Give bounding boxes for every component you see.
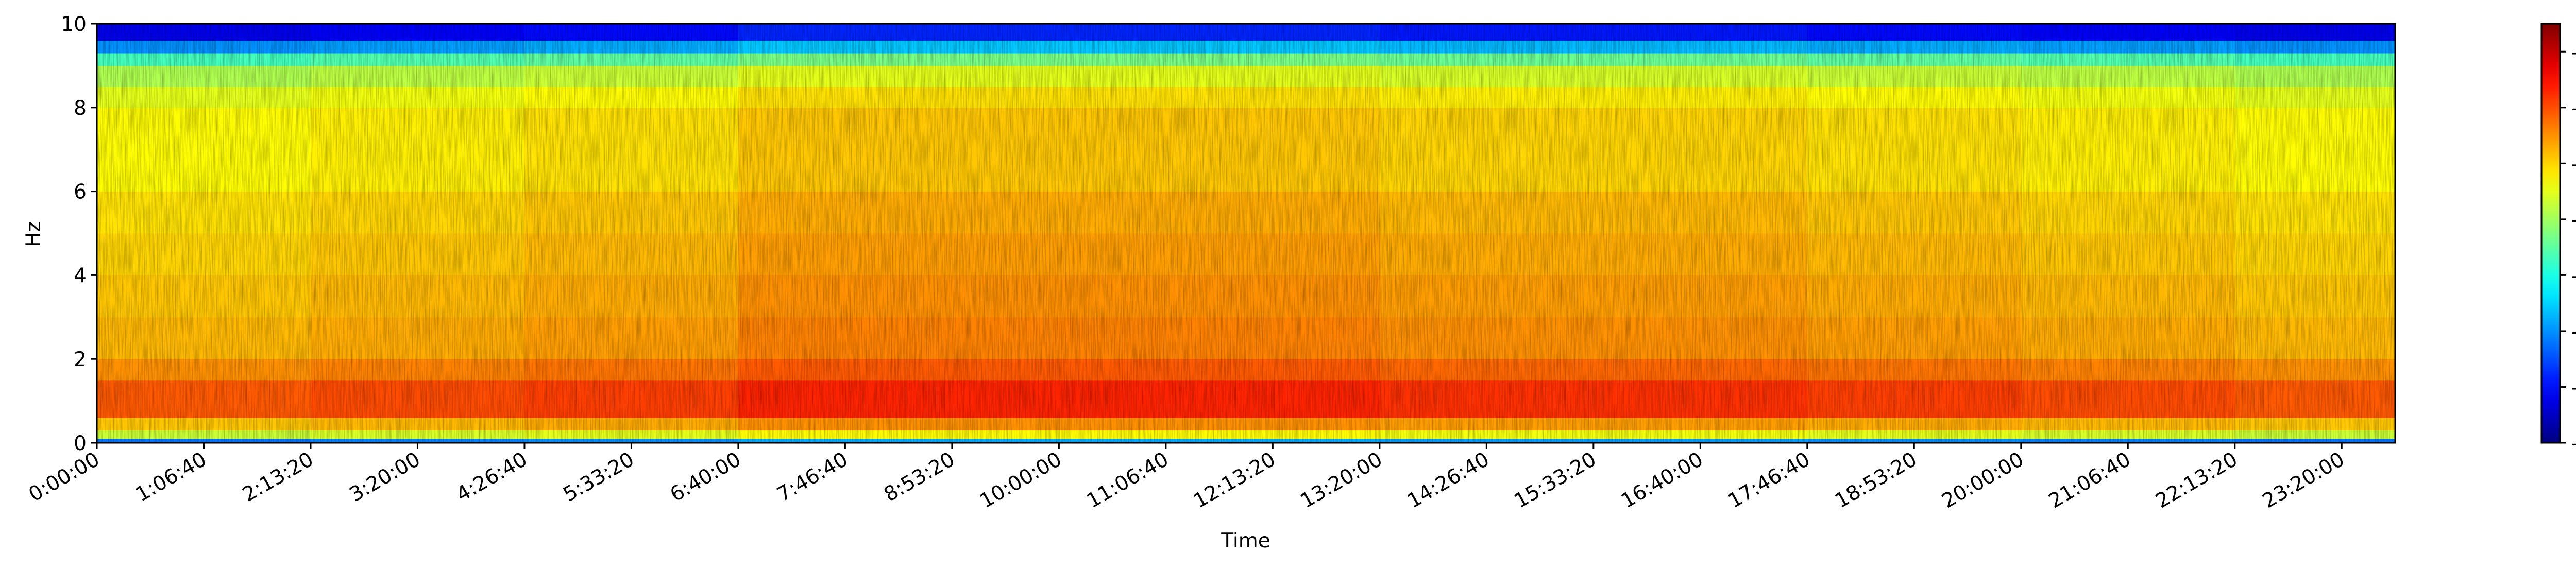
- x-tick-label: 15:33:20: [1511, 448, 1600, 513]
- x-tick-label: 3:20:00: [346, 448, 425, 507]
- y-tick-label: 0: [74, 432, 87, 455]
- x-tick-label: 22:13:20: [2152, 448, 2242, 513]
- x-tick-label: 11:06:40: [1083, 448, 1173, 513]
- x-tick-label: 16:40:00: [1617, 448, 1707, 513]
- colorbar-tick-label: -80 dB: [2571, 432, 2576, 455]
- x-tick-label: 7:46:40: [773, 448, 852, 507]
- x-tick-label: 10:00:00: [976, 448, 1065, 513]
- x-tick-label: 21:06:40: [2045, 448, 2134, 513]
- x-tick-label: 5:33:20: [560, 448, 638, 507]
- x-tick-label: 4:26:40: [452, 448, 531, 507]
- y-tick-label: 6: [74, 181, 87, 204]
- x-tick-label: 17:46:40: [1724, 448, 1814, 513]
- x-axis-label: Time: [1221, 529, 1270, 553]
- colorbar: [2540, 23, 2561, 444]
- colorbar-tick-label: -60 dB: [2571, 320, 2576, 343]
- x-tick-label: 6:40:00: [666, 448, 745, 507]
- colorbar-tick-label: -20 dB: [2571, 97, 2576, 120]
- x-tick-label: 2:13:20: [239, 448, 317, 507]
- y-tick-label: 10: [61, 13, 87, 36]
- x-tick-label: 12:13:20: [1190, 448, 1279, 513]
- y-tick-label: 2: [74, 348, 87, 371]
- y-tick-label: 4: [74, 264, 87, 287]
- x-tick-label: 23:20:00: [2259, 448, 2348, 513]
- colorbar-tick-label: -50 dB: [2571, 264, 2576, 287]
- x-tick-label: 8:53:20: [880, 448, 959, 507]
- y-axis-label: Hz: [22, 221, 45, 247]
- x-tick-label: 20:00:00: [1938, 448, 2028, 513]
- x-tick-label: 18:53:20: [1831, 448, 1921, 513]
- x-tick-label: 14:26:40: [1403, 448, 1493, 513]
- x-tick-label: 0:00:00: [25, 448, 104, 507]
- x-tick-label: 13:20:00: [1297, 448, 1386, 513]
- colorbar-tick-label: -70 dB: [2571, 376, 2576, 399]
- plot-frame: [96, 23, 2396, 444]
- y-tick-label: 8: [74, 97, 87, 120]
- colorbar-tick-label: -30 dB: [2571, 152, 2576, 176]
- x-tick-label: 1:06:40: [132, 448, 211, 507]
- colorbar-tick-label: -40 dB: [2571, 209, 2576, 232]
- colorbar-tick-label: -10 dB: [2571, 41, 2576, 64]
- texture: [97, 24, 2395, 443]
